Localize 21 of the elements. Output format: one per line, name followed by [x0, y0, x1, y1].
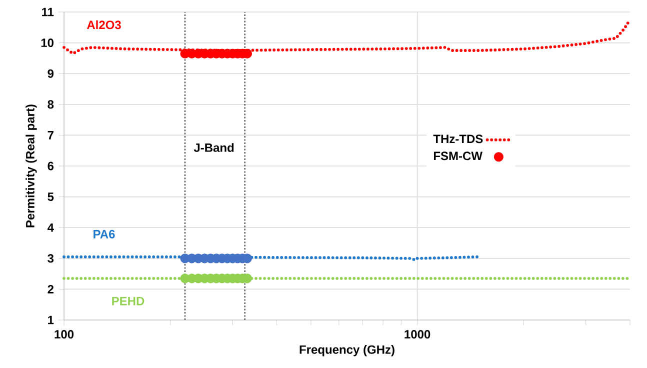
y-axis-title: Permitivity (Real part): [26, 104, 37, 228]
y-tick-label: 9: [48, 69, 54, 78]
x-tick-label: 1000: [404, 330, 430, 339]
y-tick-label: 11: [42, 8, 54, 16]
ref-line-label: J-Band: [194, 143, 234, 152]
legend-label: THz-TDS: [433, 134, 483, 144]
y-tick-label: 2: [48, 284, 54, 294]
legend-label: FSM-CW: [434, 152, 482, 160]
y-tick-label: 4: [47, 223, 54, 232]
x-tick-label: 100: [54, 330, 74, 339]
y-tick-label: 8: [48, 100, 54, 109]
y-tick-label: 3: [48, 254, 54, 263]
annotation: PA6: [94, 230, 115, 238]
y-tick-label: 6: [48, 162, 54, 170]
annotation: PEHD: [112, 296, 144, 306]
y-tick-label: 5: [48, 192, 54, 201]
y-tick-label: 1: [48, 316, 54, 324]
annotation: Al2O3: [86, 20, 121, 30]
x-axis-title: Frequency (GHz): [300, 345, 394, 356]
y-tick-label: 7: [48, 131, 54, 140]
y-tick-label: 10: [41, 38, 54, 48]
